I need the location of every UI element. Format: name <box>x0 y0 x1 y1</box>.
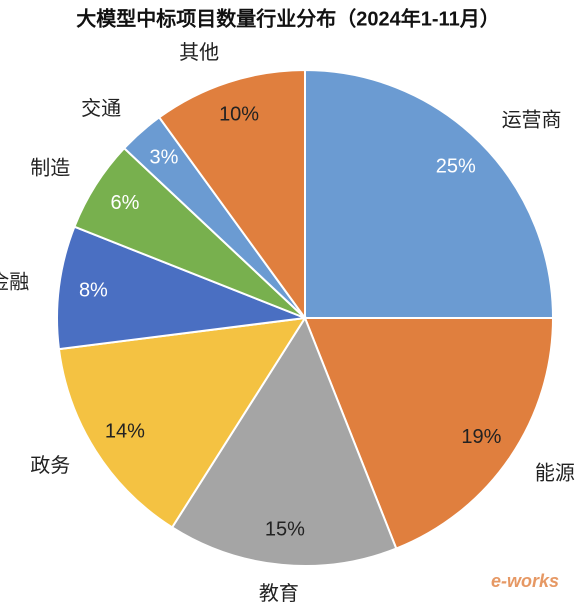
value-label: 14% <box>105 421 145 443</box>
category-label: 教育 <box>259 582 299 602</box>
pie-slice <box>170 315 398 567</box>
value-label: 3% <box>150 146 179 168</box>
value-label: 19% <box>461 426 501 448</box>
chart-title: 大模型中标项目数量行业分布（2024年1-11月） <box>76 6 499 30</box>
watermark: e-works <box>491 571 559 591</box>
value-label: 15% <box>265 519 305 541</box>
pie-slice <box>303 317 555 550</box>
value-label: 10% <box>219 103 259 125</box>
category-label: 金融 <box>0 270 29 293</box>
pie-slice <box>304 68 555 319</box>
pie-slice <box>56 225 306 351</box>
value-label: 25% <box>436 155 476 177</box>
category-label: 制造 <box>30 156 70 179</box>
pie-slice <box>157 68 306 322</box>
value-label: 8% <box>79 280 108 302</box>
category-label: 运营商 <box>502 109 562 132</box>
category-label: 政务 <box>30 454 70 477</box>
pie-slice <box>57 316 307 529</box>
category-label: 其他 <box>179 41 219 64</box>
value-label: 6% <box>110 192 139 214</box>
category-label: 交通 <box>81 97 121 120</box>
category-label: 能源 <box>535 462 575 485</box>
